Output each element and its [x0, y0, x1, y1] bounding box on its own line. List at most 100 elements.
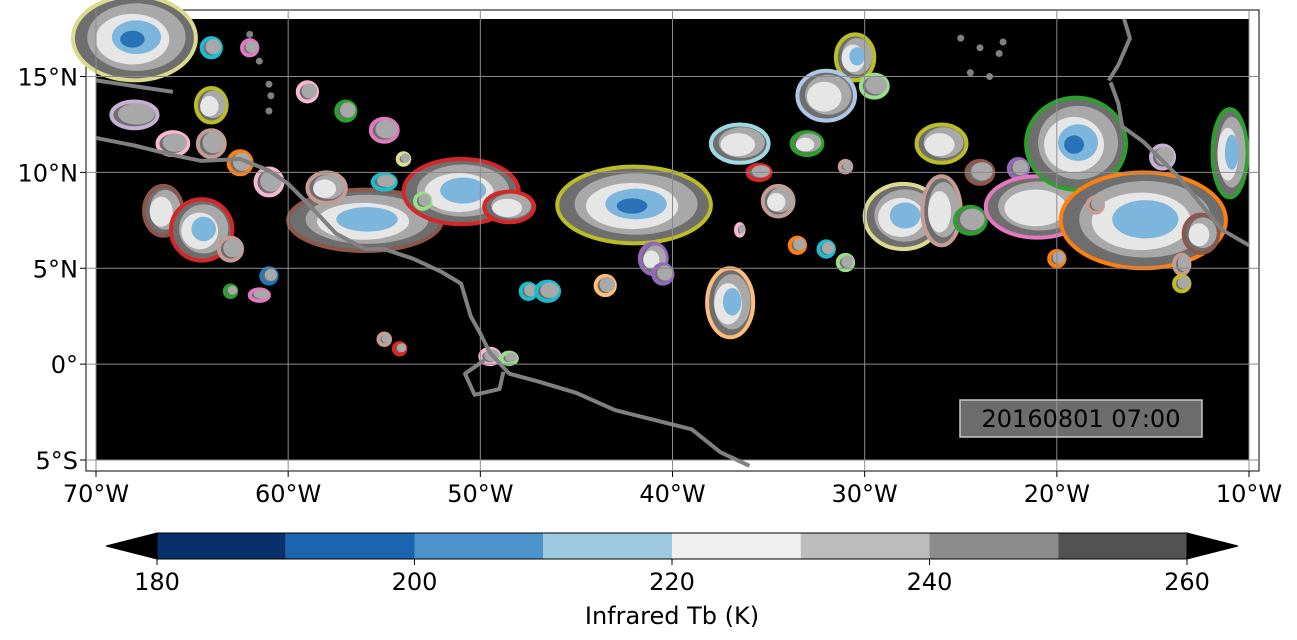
- convective-cell: [835, 252, 856, 273]
- y-axis-ticks: 15°N 10°N 5°N 0° 5°S: [18, 64, 86, 475]
- convective-cell: [1085, 195, 1105, 215]
- convective-cell: [593, 273, 617, 298]
- convective-cells-layer: [70, 0, 1250, 367]
- convective-cell: [1172, 273, 1192, 294]
- island: [267, 92, 275, 100]
- convective-cell: [259, 266, 279, 286]
- colorbar-label: Infrared Tb (K): [585, 602, 759, 630]
- convective-cell: [193, 86, 229, 125]
- timestamp-text: 20160801 07:00: [982, 405, 1181, 433]
- convective-cell: [70, 0, 198, 83]
- colorbar-segment: [800, 533, 930, 559]
- x-tick-label: 30°W: [832, 480, 898, 508]
- convective-cell: [247, 287, 271, 303]
- convective-cell: [789, 130, 825, 158]
- colorbar-segment: [414, 533, 544, 559]
- x-tick-label: 10°W: [1216, 480, 1282, 508]
- convective-cell: [376, 331, 393, 347]
- convective-cell: [651, 262, 675, 286]
- convective-cell: [1024, 95, 1129, 192]
- island: [966, 69, 974, 77]
- coastline: [95, 78, 174, 94]
- convective-cell: [708, 122, 771, 165]
- y-tick-label: 5°N: [33, 255, 78, 283]
- colorbar-segment: [543, 533, 672, 559]
- convective-cell: [1172, 252, 1192, 277]
- colorbar-tick-label: 260: [1164, 568, 1210, 596]
- x-tick-label: 20°W: [1024, 480, 1090, 508]
- convective-cell: [837, 158, 854, 175]
- convective-cell: [499, 350, 519, 367]
- convective-cell: [1210, 107, 1250, 200]
- convective-cell: [222, 283, 239, 300]
- y-tick-label: 15°N: [18, 64, 79, 92]
- colorbar-segment: [672, 533, 801, 559]
- coastline: [95, 135, 751, 468]
- convective-cell: [760, 183, 796, 219]
- convective-cell: [295, 80, 319, 104]
- convective-cell: [370, 172, 398, 192]
- convective-cell: [1181, 212, 1221, 255]
- convective-cell: [395, 151, 412, 167]
- colorbar-tick-label: 180: [134, 568, 180, 596]
- colorbar-segment: [1058, 533, 1187, 559]
- convective-cell: [195, 128, 227, 160]
- convective-cell: [733, 222, 746, 238]
- island: [999, 38, 1007, 46]
- convective-cell: [482, 189, 537, 225]
- convective-cell: [914, 122, 969, 165]
- island: [255, 57, 263, 65]
- convective-cell: [199, 36, 223, 60]
- colorbar: 180 200 220 240 260: [105, 532, 1239, 596]
- y-tick-label: 5°S: [35, 447, 78, 475]
- timestamp-label: 20160801 07:00: [959, 399, 1203, 438]
- convective-cell: [155, 130, 191, 158]
- colorbar-tick-label: 220: [649, 568, 695, 596]
- convective-cell: [920, 174, 963, 248]
- island: [265, 107, 273, 115]
- island: [957, 34, 965, 42]
- convective-cell: [109, 99, 160, 131]
- island: [246, 30, 254, 38]
- colorbar-over-arrow: [1186, 532, 1239, 560]
- island: [976, 44, 984, 52]
- coastline: [1107, 18, 1132, 82]
- convective-cell: [391, 341, 408, 357]
- convective-cell: [1148, 143, 1177, 171]
- y-tick-label: 10°N: [18, 159, 79, 187]
- x-tick-label: 50°W: [447, 480, 513, 508]
- x-axis-ticks: 70°W 60°W 50°W 40°W 30°W 20°W 10°W: [63, 471, 1282, 508]
- coastline: [463, 358, 506, 397]
- y-tick-label: 0°: [51, 351, 78, 379]
- colorbar-tick-label: 200: [392, 568, 438, 596]
- colorbar-segment: [285, 533, 415, 559]
- convective-cell: [368, 116, 400, 144]
- x-tick-label: 70°W: [63, 480, 129, 508]
- convective-cell: [795, 68, 858, 123]
- convective-cell: [952, 204, 988, 236]
- convective-cell: [858, 72, 890, 100]
- colorbar-tick-label: 240: [907, 568, 953, 596]
- x-tick-label: 60°W: [255, 480, 321, 508]
- convective-cell: [168, 197, 235, 263]
- gridlines-layer: [86, 10, 1259, 471]
- island: [995, 50, 1003, 58]
- convective-cell: [787, 235, 808, 255]
- island: [265, 80, 273, 88]
- colorbar-segment: [157, 533, 286, 559]
- coastlines-layer: [95, 18, 1250, 468]
- convective-cell: [705, 266, 756, 340]
- convective-cell: [412, 191, 433, 211]
- x-tick-label: 40°W: [639, 480, 705, 508]
- convective-cell: [240, 38, 260, 58]
- convective-cell: [334, 99, 358, 123]
- convective-cell: [816, 239, 836, 259]
- convective-cell: [216, 235, 245, 263]
- colorbar-under-arrow: [105, 532, 158, 560]
- convective-cell: [555, 164, 713, 246]
- convective-cell: [305, 170, 348, 206]
- convective-cell: [534, 279, 562, 303]
- coastline: [1108, 81, 1250, 248]
- colorbar-segment: [929, 533, 1059, 559]
